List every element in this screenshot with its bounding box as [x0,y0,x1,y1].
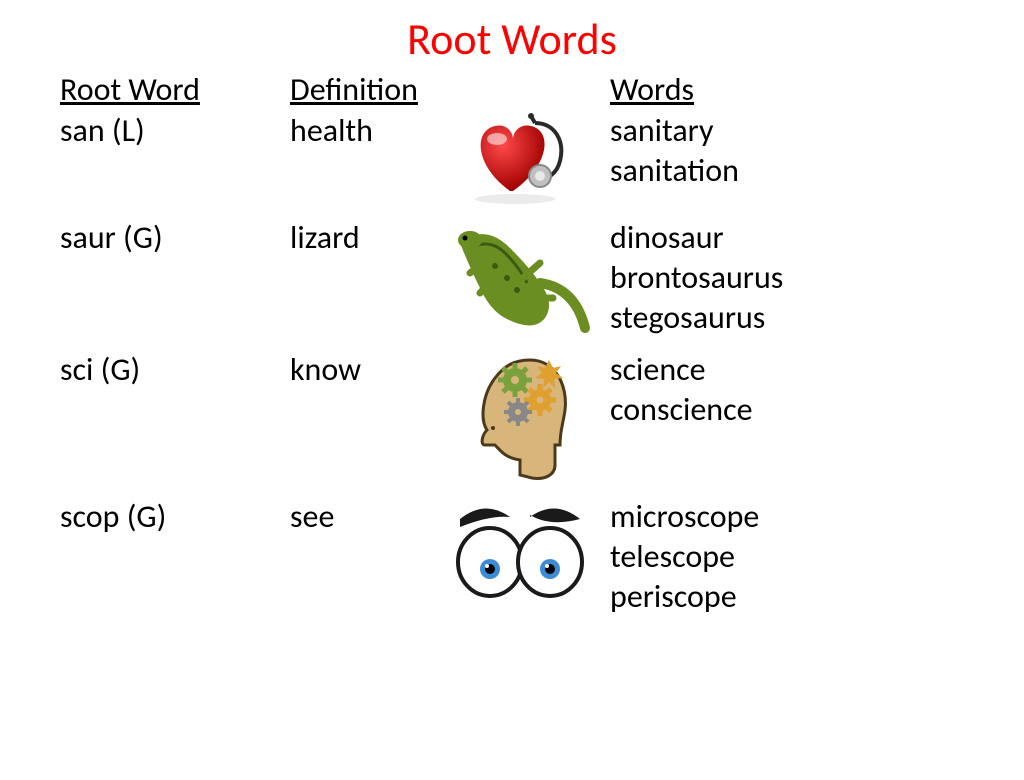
word-item: stegosaurus [610,298,964,338]
words-cell: sanitary sanitation [610,111,964,191]
root-cell: scop (G) [60,497,290,536]
page-title: Root Words [0,12,1024,66]
word-item: microscope [610,497,964,537]
word-item: sanitation [610,151,964,191]
header-definition: Definition [290,70,610,109]
illustration-cell [430,111,610,206]
words-cell: dinosaur brontosaurus stegosaurus [610,218,964,338]
word-item: sanitary [610,111,964,151]
word-item: conscience [610,390,964,430]
lizard-icon [445,218,595,338]
table-row: saur (G) lizard dinosaur brontosaurus [60,218,964,338]
header-words: Words [610,70,964,109]
root-cell: saur (G) [60,218,290,257]
word-item: science [610,350,964,390]
table-row: sci (G) know [60,350,964,485]
root-cell: san (L) [60,111,290,150]
slide: Root Words Root Word Definition Words sa… [0,12,1024,780]
word-item: dinosaur [610,218,964,258]
words-cell: microscope telescope periscope [610,497,964,617]
content-area: Root Word Definition Words san (L) healt… [0,70,1024,617]
header-root: Root Word [60,70,290,109]
definition-cell: see [290,497,430,536]
definition-cell: health [290,111,430,150]
definition-cell: lizard [290,218,430,257]
illustration-cell [430,497,610,607]
illustration-cell [430,350,610,485]
eyes-icon [445,497,595,607]
heart-stethoscope-icon [465,111,575,206]
definition-cell: know [290,350,430,389]
word-item: brontosaurus [610,258,964,298]
word-item: telescope [610,537,964,577]
word-item: periscope [610,577,964,617]
table-row: san (L) health [60,111,964,206]
table-header: Root Word Definition Words [60,70,964,109]
illustration-cell [430,218,610,338]
table-row: scop (G) see mi [60,497,964,617]
root-cell: sci (G) [60,350,290,389]
head-gears-icon [460,350,580,485]
words-cell: science conscience [610,350,964,430]
